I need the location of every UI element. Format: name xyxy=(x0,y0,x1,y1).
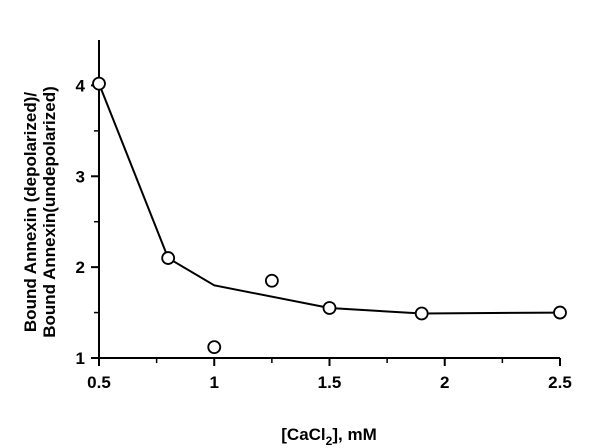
x-tick-label: 0.5 xyxy=(87,373,111,392)
data-point xyxy=(92,76,106,91)
data-point xyxy=(553,305,567,320)
y-axis-title-line-1: Bound Annexin (depolarized)/ xyxy=(21,92,40,332)
fit-line-group xyxy=(98,83,561,315)
x-tick-label: 2.5 xyxy=(548,373,572,392)
fit-line xyxy=(98,83,561,315)
x-axis-title: [CaCl2], mM xyxy=(281,425,376,448)
y-tick-label: 1 xyxy=(76,349,85,368)
x-tick-label: 1.5 xyxy=(318,373,342,392)
data-point xyxy=(414,306,429,321)
y-axis-title-group: Bound Annexin (depolarized)/ Bound Annex… xyxy=(21,86,59,338)
x-tick-label: 1 xyxy=(210,373,219,392)
y-axis-title-line-2: Bound Annexin(undepolarized) xyxy=(40,86,59,338)
x-tick-labels: 0.5 1 1.5 2 2.5 xyxy=(87,373,572,392)
x-tick-label: 2 xyxy=(440,373,449,392)
data-point xyxy=(322,301,337,315)
data-point xyxy=(264,273,279,288)
x-axis-title-subscript: 2 xyxy=(326,434,333,448)
data-point xyxy=(207,340,222,354)
y-tick-label: 2 xyxy=(76,258,85,277)
y-tick-label: 3 xyxy=(76,167,85,186)
x-axis-title-prefix: [CaCl xyxy=(281,425,325,444)
points-group xyxy=(92,76,567,354)
y-tick-labels: 1 2 3 4 xyxy=(76,76,86,368)
data-point xyxy=(161,251,176,265)
x-axis-title-suffix: ], mM xyxy=(332,425,376,444)
y-tick-label: 4 xyxy=(76,76,86,95)
axes xyxy=(91,40,561,366)
